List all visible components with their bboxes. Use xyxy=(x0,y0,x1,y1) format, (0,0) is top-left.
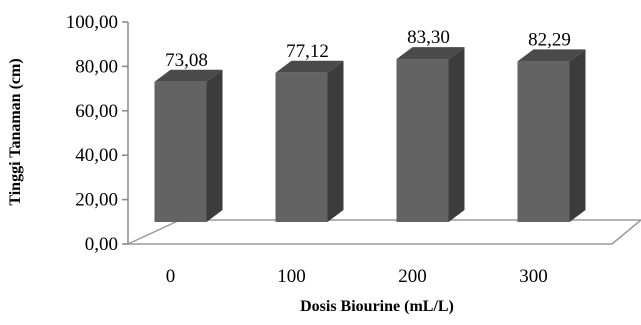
x-tick-label: 200 xyxy=(398,266,427,287)
bar-front xyxy=(517,61,570,223)
y-tick-label: 80,00 xyxy=(75,56,118,77)
bar-top xyxy=(517,49,586,62)
y-tick-label: 0,00 xyxy=(85,234,118,255)
y-tick-label: 40,00 xyxy=(75,145,118,166)
y-tick-label: 20,00 xyxy=(75,190,118,211)
bar-top xyxy=(275,60,344,73)
bar-side xyxy=(448,47,465,222)
y-tick-label: 60,00 xyxy=(75,101,118,122)
bar-front xyxy=(396,59,449,222)
x-tick-label: 100 xyxy=(277,266,306,287)
y-axis-title: Tinggi Tanaman (cm) xyxy=(7,58,24,205)
bar-side xyxy=(327,60,344,223)
bar-front xyxy=(275,72,328,222)
bar-side xyxy=(569,49,586,223)
data-label: 83,30 xyxy=(407,27,450,48)
bar-top xyxy=(154,69,223,82)
y-tick-label: 100,00 xyxy=(66,12,118,33)
bar-front xyxy=(154,81,207,223)
bar-top xyxy=(396,47,465,60)
data-label: 73,08 xyxy=(165,50,208,71)
chart-floor xyxy=(127,219,641,245)
x-tick-label: 300 xyxy=(519,266,548,287)
x-tick-label: 0 xyxy=(166,266,176,287)
bar-side xyxy=(206,69,223,223)
x-axis-title: Dosis Biourine (mL/L) xyxy=(300,298,454,315)
data-label: 77,12 xyxy=(286,41,329,62)
data-label: 82,29 xyxy=(528,29,571,50)
